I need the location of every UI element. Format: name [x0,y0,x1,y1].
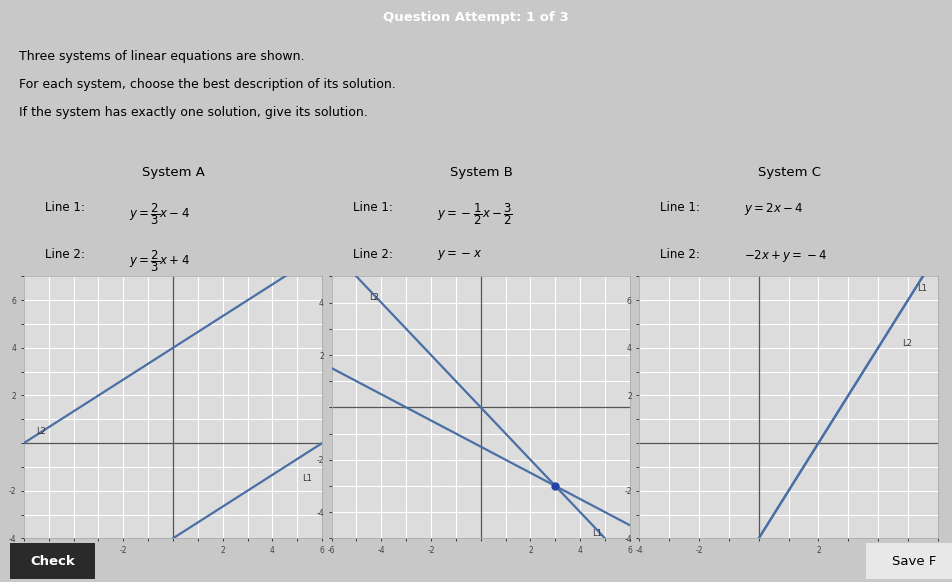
Text: Save F: Save F [892,555,936,567]
Text: $y=-\dfrac{1}{2}x-\dfrac{3}{2}$: $y=-\dfrac{1}{2}x-\dfrac{3}{2}$ [437,201,512,227]
FancyBboxPatch shape [3,540,102,582]
Text: $y=\dfrac{2}{3}x+4$: $y=\dfrac{2}{3}x+4$ [129,248,189,274]
Text: L2: L2 [36,427,46,436]
Text: Line 2:: Line 2: [661,248,704,261]
Text: $y=2x-4$: $y=2x-4$ [744,201,803,217]
Text: Line 1:: Line 1: [661,201,704,214]
Text: L2: L2 [902,339,912,347]
Text: L2: L2 [368,293,379,302]
Text: L1: L1 [592,528,603,538]
Text: L1: L1 [917,284,926,293]
Text: Three systems of linear equations are shown.: Three systems of linear equations are sh… [19,50,305,63]
Text: Line 1:: Line 1: [352,201,396,214]
Text: Line 2:: Line 2: [352,248,396,261]
Text: Line 2:: Line 2: [45,248,89,261]
Text: For each system, choose the best description of its solution.: For each system, choose the best descrip… [19,78,396,91]
Text: If the system has exactly one solution, give its solution.: If the system has exactly one solution, … [19,106,367,119]
Text: $-2x+y=-4$: $-2x+y=-4$ [744,248,828,264]
Text: $y=\dfrac{2}{3}x-4$: $y=\dfrac{2}{3}x-4$ [129,201,189,227]
FancyBboxPatch shape [859,540,952,582]
Text: $y=-x$: $y=-x$ [437,248,482,262]
Text: System B: System B [450,166,513,179]
Text: Line 1:: Line 1: [45,201,89,214]
Text: Question Attempt: 1 of 3: Question Attempt: 1 of 3 [383,11,569,24]
Text: System C: System C [758,166,821,179]
Text: Check: Check [30,555,75,567]
Text: System A: System A [143,166,206,179]
Text: L1: L1 [302,474,312,483]
